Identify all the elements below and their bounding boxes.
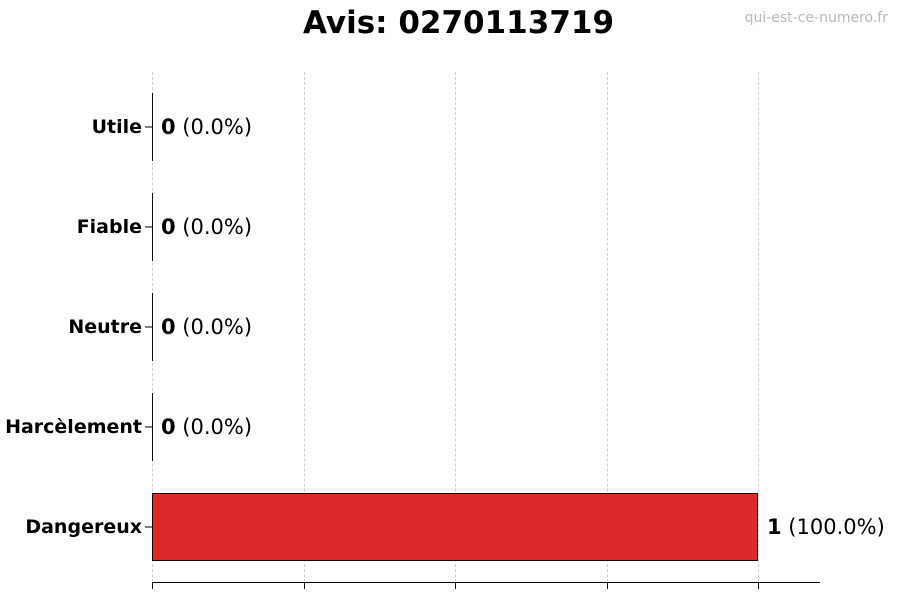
- bar-fiable[interactable]: [152, 193, 153, 261]
- gridline-x-3: [606, 72, 608, 582]
- y-axis-label-neutre: Neutre: [68, 316, 142, 338]
- y-axis-tick-0: [145, 126, 152, 128]
- bar-percent: (0.0%): [175, 215, 253, 239]
- y-axis-tick-4: [145, 526, 152, 528]
- x-axis-tick-0: [152, 582, 153, 589]
- x-axis-line: [152, 582, 820, 583]
- bar-count: 1: [767, 515, 782, 539]
- gridline-x-4: [758, 72, 759, 582]
- bar-percent: (0.0%): [175, 415, 253, 439]
- y-axis-tick-1: [145, 226, 152, 228]
- x-axis-tick-1: [303, 582, 305, 589]
- bar-count: 0: [161, 315, 176, 339]
- bar-value-label: 0 (0.0%): [161, 415, 252, 439]
- plot-area: Utile 0 (0.0%) Fiable 0 (0.0%) Neutre 0 (0.0%…: [5, 72, 885, 582]
- y-axis-label-utile: Utile: [91, 116, 142, 138]
- bar-value-label: 0 (0.0%): [161, 115, 252, 139]
- site-watermark: qui-est-ce-numero.fr: [744, 10, 888, 26]
- bar-percent: (0.0%): [175, 115, 253, 139]
- bar-count: 0: [161, 115, 176, 139]
- y-axis-tick-2: [145, 326, 152, 328]
- bar-harclement[interactable]: [152, 393, 153, 461]
- gridline-x-1: [303, 72, 305, 582]
- x-axis-tick-4: [758, 582, 759, 589]
- bar-dangereux[interactable]: [152, 493, 758, 561]
- bar-value-label: 0 (0.0%): [161, 215, 252, 239]
- y-axis-label-fiable: Fiable: [76, 216, 142, 238]
- x-axis-tick-3: [606, 582, 608, 589]
- y-axis-label-dangereux: Dangereux: [25, 516, 142, 538]
- bar-count: 0: [161, 215, 176, 239]
- x-axis-tick-2: [455, 582, 456, 589]
- bar-percent: (0.0%): [175, 315, 253, 339]
- bar-utile[interactable]: [152, 93, 153, 161]
- y-axis-label-harclement: Harcèlement: [5, 416, 142, 438]
- gridline-x-2: [455, 72, 456, 582]
- y-axis-tick-3: [145, 426, 152, 428]
- bar-percent: (100.0%): [781, 515, 885, 539]
- bar-value-label: 0 (0.0%): [161, 315, 252, 339]
- page-title: Avis: 0270113719: [302, 5, 615, 41]
- bar-value-label: 1 (100.0%): [767, 515, 885, 539]
- bar-count: 0: [161, 415, 176, 439]
- bar-neutre[interactable]: [152, 293, 153, 361]
